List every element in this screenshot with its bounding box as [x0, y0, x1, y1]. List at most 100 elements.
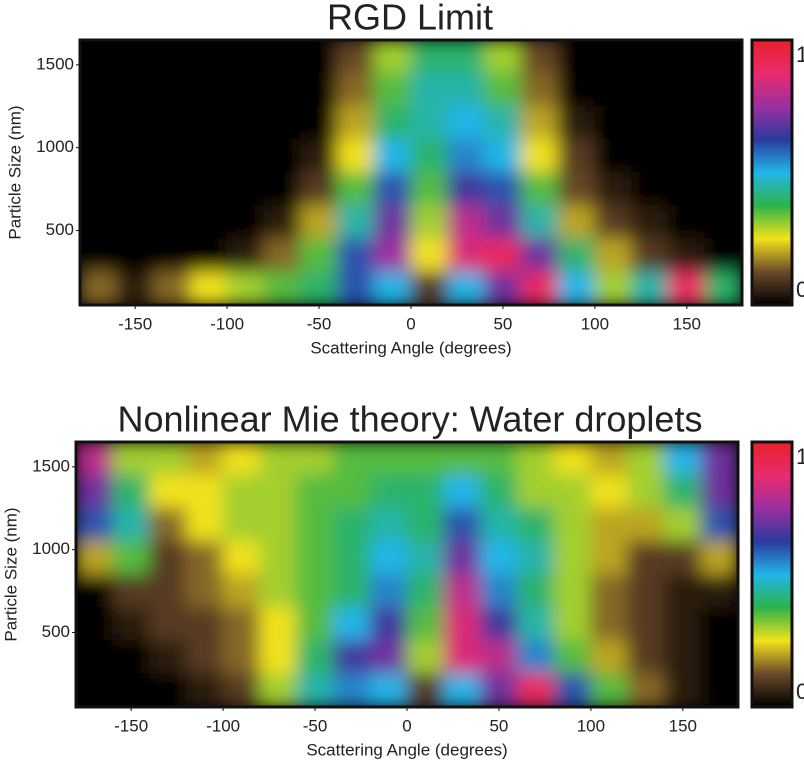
- x-tick-label: 100: [581, 314, 609, 333]
- heatmap-cell: [516, 540, 555, 575]
- heatmap-cell: [259, 474, 298, 509]
- x-tick-label: 0: [406, 314, 415, 333]
- heatmap-cell: [480, 442, 518, 476]
- heatmap-cell: [80, 72, 118, 107]
- heatmap-cell: [557, 205, 596, 240]
- heatmap-cell: [443, 507, 482, 542]
- heatmap-cell: [590, 640, 629, 675]
- heatmap-cell: [410, 72, 449, 107]
- heatmap-cell: [553, 640, 592, 675]
- heatmap-cell: [300, 271, 338, 305]
- chart-title: Nonlinear Mie theory: Water droplets: [118, 399, 703, 440]
- heatmap-cells: [80, 40, 742, 305]
- heatmap-cell: [667, 72, 706, 107]
- heatmap-cell: [410, 205, 449, 240]
- heatmap-cell: [447, 172, 486, 207]
- colorbar-tick-label: 1: [796, 42, 804, 67]
- heatmap-cell: [704, 205, 742, 240]
- heatmap-cell: [222, 507, 261, 542]
- heatmap-cell: [296, 607, 334, 642]
- heatmap-cell: [296, 540, 334, 575]
- heatmap-cell: [627, 474, 665, 509]
- y-tick-label: 500: [42, 622, 70, 641]
- heatmap-cell: [406, 673, 445, 707]
- heatmap-cell: [667, 271, 706, 305]
- heatmap-cell: [410, 40, 449, 74]
- heatmap-cell: [590, 442, 629, 476]
- heatmap-cell: [222, 540, 261, 575]
- x-tick-label: -100: [210, 314, 244, 333]
- heatmap-cell: [332, 442, 371, 476]
- y-tick-label: 1500: [36, 54, 74, 73]
- heatmap-cell: [484, 238, 522, 273]
- heatmap-cell: [149, 540, 187, 575]
- heatmap-cell: [226, 271, 265, 305]
- heatmap-cell: [112, 607, 151, 642]
- heatmap-cell: [663, 474, 702, 509]
- heatmap-cell: [373, 271, 412, 305]
- heatmap-cell: [590, 673, 629, 707]
- heatmap-cell: [516, 673, 555, 707]
- heatmap-cell: [667, 40, 706, 74]
- y-axis-label: Particle Size (nm): [1, 507, 20, 641]
- heatmap-cell: [667, 105, 706, 140]
- heatmap-cell: [332, 574, 371, 609]
- heatmap-cell: [480, 607, 518, 642]
- heatmap-cell: [80, 40, 118, 74]
- heatmap-cell: [80, 172, 118, 207]
- heatmap-cell: [594, 138, 633, 173]
- heatmap-cell: [484, 105, 522, 140]
- heatmap-cell: [480, 474, 518, 509]
- heatmap-cell: [594, 205, 633, 240]
- heatmap-cell: [373, 238, 412, 273]
- heatmap-cell: [336, 72, 375, 107]
- heatmap-cell: [594, 72, 633, 107]
- heatmap-cell: [116, 271, 155, 305]
- y-tick-label: 1500: [32, 456, 70, 475]
- x-tick-label: -50: [303, 716, 328, 735]
- heatmap-cell: [520, 172, 559, 207]
- heatmap-cell: [627, 673, 665, 707]
- heatmap-cell: [296, 507, 334, 542]
- heatmap-cell: [700, 607, 738, 642]
- heatmap-cell: [185, 540, 224, 575]
- heatmap-cell: [594, 105, 633, 140]
- colorbar-tick-label: 0: [796, 277, 804, 302]
- y-axis-label: Particle Size (nm): [5, 105, 24, 239]
- heatmap-cell: [557, 40, 596, 74]
- heatmap-cell: [189, 205, 228, 240]
- heatmap-cell: [153, 172, 191, 207]
- heatmap-cell: [516, 474, 555, 509]
- heatmap-cell: [410, 238, 449, 273]
- heatmap-cell: [259, 442, 298, 476]
- heatmap-cell: [410, 138, 449, 173]
- heatmap-cell: [226, 72, 265, 107]
- heatmap-cell: [189, 105, 228, 140]
- heatmap-cell: [484, 172, 522, 207]
- heatmap-cell: [373, 172, 412, 207]
- x-axis-label: Scattering Angle (degrees): [306, 740, 507, 759]
- heatmap-cell: [112, 507, 151, 542]
- heatmap-cell: [332, 540, 371, 575]
- heatmap-cell: [520, 271, 559, 305]
- heatmap-cell: [259, 507, 298, 542]
- heatmap-cell: [76, 640, 114, 675]
- heatmap-cells: [76, 442, 738, 707]
- heatmap-cell: [296, 574, 334, 609]
- heatmap-cell: [627, 574, 665, 609]
- heatmap-cell: [520, 72, 559, 107]
- heatmap-cell: [332, 507, 371, 542]
- heatmap-cell: [627, 507, 665, 542]
- heatmap-cell: [410, 271, 449, 305]
- heatmap-cell: [631, 172, 669, 207]
- heatmap-cell: [447, 72, 486, 107]
- heatmap-cell: [594, 238, 633, 273]
- x-tick-label: -150: [118, 314, 152, 333]
- heatmap-cell: [80, 271, 118, 305]
- heatmap-cell: [296, 442, 334, 476]
- heatmap-cell: [557, 172, 596, 207]
- heatmap-cell: [700, 507, 738, 542]
- heatmap-cell: [590, 574, 629, 609]
- heatmap-cell: [484, 271, 522, 305]
